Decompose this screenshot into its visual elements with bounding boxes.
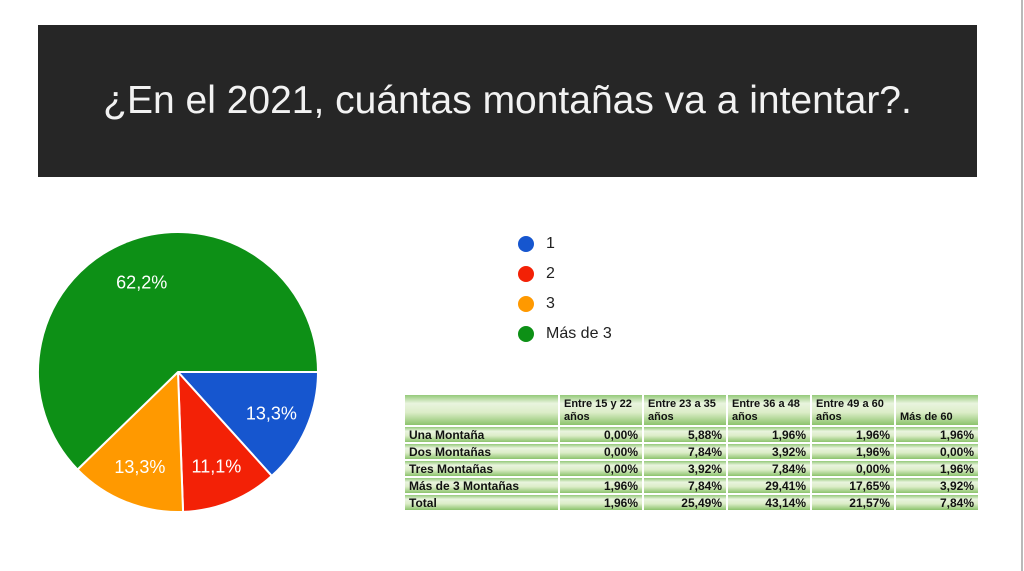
table-cell: 7,84%: [644, 478, 726, 493]
table-row: Dos Montañas 0,00% 7,84% 3,92% 1,96% 0,00%: [405, 444, 978, 459]
legend-label: 2: [546, 264, 555, 282]
legend-label: Más de 3: [546, 324, 612, 342]
pie-slice-label: 13,3%: [114, 457, 165, 477]
table-row-label: Más de 3 Montañas: [405, 478, 558, 493]
table-cell: 1,96%: [560, 478, 642, 493]
table-header-cell: Entre 23 a 35 años: [644, 395, 726, 425]
table-cell: 7,84%: [728, 461, 810, 476]
pie-slice-4: [37, 231, 319, 471]
table-row: Tres Montañas 0,00% 3,92% 7,84% 0,00% 1,96%: [405, 461, 978, 476]
legend-swatch-icon: [518, 325, 534, 342]
table-cell: 17,65%: [812, 478, 894, 493]
pie-slice-3: [76, 371, 185, 513]
table-row-label: Tres Montañas: [405, 461, 558, 476]
table-header-row: Entre 15 y 22 años Entre 23 a 35 años Entr…: [405, 395, 978, 425]
table-header-cell: Entre 36 a 48 años: [728, 395, 810, 425]
legend-item-2: 2: [518, 263, 612, 284]
table-cell: 0,00%: [560, 444, 642, 459]
table-cell: 1,96%: [812, 427, 894, 442]
table-head: Entre 15 y 22 años Entre 23 a 35 años Entr…: [405, 395, 978, 425]
pie-slice-label: 62,2%: [116, 273, 167, 293]
table-cell: 21,57%: [812, 495, 894, 510]
page-edge: [1021, 0, 1023, 571]
table-cell: 1,96%: [896, 427, 978, 442]
table-row-label: Una Montaña: [405, 427, 558, 442]
chart-legend: 1 2 3 Más de 3: [518, 233, 612, 344]
table-header-cell: Entre 15 y 22 años: [560, 395, 642, 425]
legend-label: 1: [546, 234, 555, 252]
table-body: Una Montaña 0,00% 5,88% 1,96% 1,96% 1,96% Dos …: [405, 427, 978, 510]
legend-item-4: Más de 3: [518, 323, 612, 344]
table-cell: 43,14%: [728, 495, 810, 510]
table-cell: 1,96%: [812, 444, 894, 459]
legend-label: 3: [546, 294, 555, 312]
pie-slice-label: 11,1%: [192, 457, 242, 477]
table-cell: 25,49%: [644, 495, 726, 510]
table-cell: 0,00%: [560, 427, 642, 442]
slide-title: ¿En el 2021, cuántas montañas va a inten…: [103, 79, 912, 122]
table-row: Más de 3 Montañas 1,96% 7,84% 29,41% 17,65% 3…: [405, 478, 978, 493]
table-cell: 3,92%: [728, 444, 810, 459]
pie-slice-label: 13,3%: [246, 404, 297, 424]
table-row: Una Montaña 0,00% 5,88% 1,96% 1,96% 1,96%: [405, 427, 978, 442]
table-cell: 1,96%: [896, 461, 978, 476]
table-cell: 5,88%: [644, 427, 726, 442]
table-cell: 1,96%: [560, 495, 642, 510]
table-cell: 3,92%: [896, 478, 978, 493]
age-distribution-table: Entre 15 y 22 años Entre 23 a 35 años Entr…: [403, 393, 980, 512]
pie-slice-1: [177, 371, 319, 477]
legend-swatch-icon: [518, 265, 534, 282]
table-cell: 0,00%: [896, 444, 978, 459]
legend-swatch-icon: [518, 295, 534, 312]
pie-slice-2: [177, 371, 273, 513]
table-cell: 7,84%: [896, 495, 978, 510]
table-header-cell: [405, 395, 558, 425]
table-cell: 29,41%: [728, 478, 810, 493]
table-cell: 7,84%: [644, 444, 726, 459]
table-cell: 1,96%: [728, 427, 810, 442]
legend-item-3: 3: [518, 293, 612, 314]
table-header-cell: Más de 60: [896, 395, 978, 425]
table-row-label: Dos Montañas: [405, 444, 558, 459]
table-cell: 3,92%: [644, 461, 726, 476]
legend-swatch-icon: [518, 235, 534, 252]
legend-item-1: 1: [518, 233, 612, 254]
table-header-cell: Entre 49 a 60 años: [812, 395, 894, 425]
title-banner: ¿En el 2021, cuántas montañas va a inten…: [38, 25, 977, 177]
table-row-label: Total: [405, 495, 558, 510]
table-row: Total 1,96% 25,49% 43,14% 21,57% 7,84%: [405, 495, 978, 510]
table-cell: 0,00%: [560, 461, 642, 476]
pie-chart: 13,3% 11,1% 13,3% 62,2%: [37, 231, 319, 513]
table-cell: 0,00%: [812, 461, 894, 476]
